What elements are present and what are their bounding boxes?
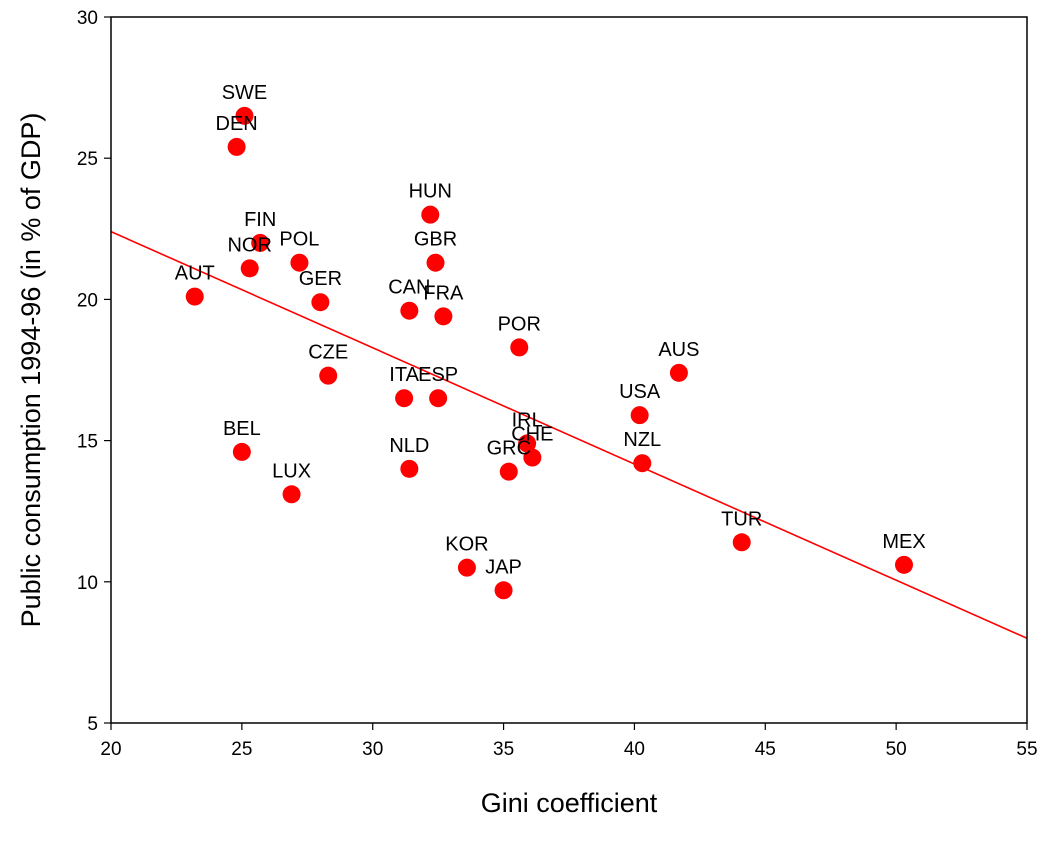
data-point-den <box>227 137 246 156</box>
data-point-usa <box>630 406 649 425</box>
data-point-che <box>523 448 542 467</box>
data-point-nzl <box>633 454 652 473</box>
x-tick-label: 35 <box>493 739 514 760</box>
point-label-aut: AUT <box>175 263 215 285</box>
data-point-tur <box>732 533 751 552</box>
data-point-fin <box>251 233 270 252</box>
y-axis-title: Public consumption 1994-96 (in % of GDP) <box>16 113 46 628</box>
data-point-swe <box>235 106 254 125</box>
y-tick-label: 30 <box>77 8 98 29</box>
data-point-esp <box>429 389 448 408</box>
x-tick-label: 45 <box>755 739 776 760</box>
y-tick-label: 15 <box>77 432 98 453</box>
data-point-grc <box>499 462 518 481</box>
point-label-fra: FRA <box>423 282 464 304</box>
x-tick-label: 50 <box>886 739 907 760</box>
data-point-can <box>400 301 419 320</box>
y-tick-label: 25 <box>77 149 98 170</box>
y-axis-ticks: 5 10 15 20 25 30 <box>77 8 111 735</box>
fit-line-layer <box>110 230 1028 640</box>
point-label-kor: KOR <box>445 534 488 556</box>
point-label-ger: GER <box>299 268 342 290</box>
y-tick-label: 5 <box>87 714 98 735</box>
data-point-ita <box>395 389 414 408</box>
data-point-por <box>510 338 529 357</box>
point-label-den: DEN <box>216 113 258 135</box>
point-label-pol: POL <box>279 229 319 251</box>
point-label-can: CAN <box>388 277 430 299</box>
data-point-aut <box>185 287 204 306</box>
data-point-mex <box>894 555 913 574</box>
x-tick-label: 25 <box>231 739 252 760</box>
data-point-gbr <box>426 253 445 272</box>
point-label-che: CHE <box>511 424 553 446</box>
point-label-tur: TUR <box>721 508 762 530</box>
point-label-nld: NLD <box>389 435 429 457</box>
point-label-aus: AUS <box>658 339 699 361</box>
point-label-gbr: GBR <box>414 229 457 251</box>
point-label-cze: CZE <box>308 342 348 364</box>
points-layer <box>185 106 913 600</box>
x-tick-label: 30 <box>362 739 383 760</box>
data-point-cze <box>319 366 338 385</box>
point-label-nzl: NZL <box>623 429 661 451</box>
plot-frame <box>110 16 1028 724</box>
point-label-jap: JAP <box>485 556 522 578</box>
point-label-fin: FIN <box>244 209 276 231</box>
data-point-kor <box>457 558 476 577</box>
regression-line <box>110 230 1028 640</box>
point-label-lux: LUX <box>272 460 311 482</box>
data-point-aus <box>669 363 688 382</box>
point-label-bel: BEL <box>223 418 261 440</box>
data-point-irl <box>518 434 537 453</box>
point-label-por: POR <box>498 313 541 335</box>
point-label-mex: MEX <box>882 531 925 553</box>
data-point-nld <box>400 459 419 478</box>
point-label-hun: HUN <box>409 181 452 203</box>
point-label-usa: USA <box>619 381 661 403</box>
point-label-irl: IRL <box>512 409 543 431</box>
data-point-lux <box>282 485 301 504</box>
x-tick-label: 40 <box>624 739 645 760</box>
data-point-hun <box>421 205 440 224</box>
data-point-bel <box>232 442 251 461</box>
point-label-grc: GRC <box>487 438 531 460</box>
point-label-esp: ESP <box>418 364 458 386</box>
data-point-ger <box>311 293 330 312</box>
y-tick-label: 10 <box>77 573 98 594</box>
y-tick-label: 20 <box>77 290 98 311</box>
point-label-swe: SWE <box>222 82 268 104</box>
point-label-nor: NOR <box>227 234 271 256</box>
x-tick-label: 20 <box>100 739 121 760</box>
point-label-ita: ITA <box>389 364 419 386</box>
data-point-nor <box>240 259 259 278</box>
data-point-jap <box>494 581 513 600</box>
data-point-pol <box>290 253 309 272</box>
x-axis-ticks: 20 25 30 35 40 45 50 55 <box>100 723 1038 760</box>
x-tick-label: 55 <box>1016 739 1037 760</box>
data-point-fra <box>434 307 453 326</box>
x-axis-title: Gini coefficient <box>481 788 658 818</box>
